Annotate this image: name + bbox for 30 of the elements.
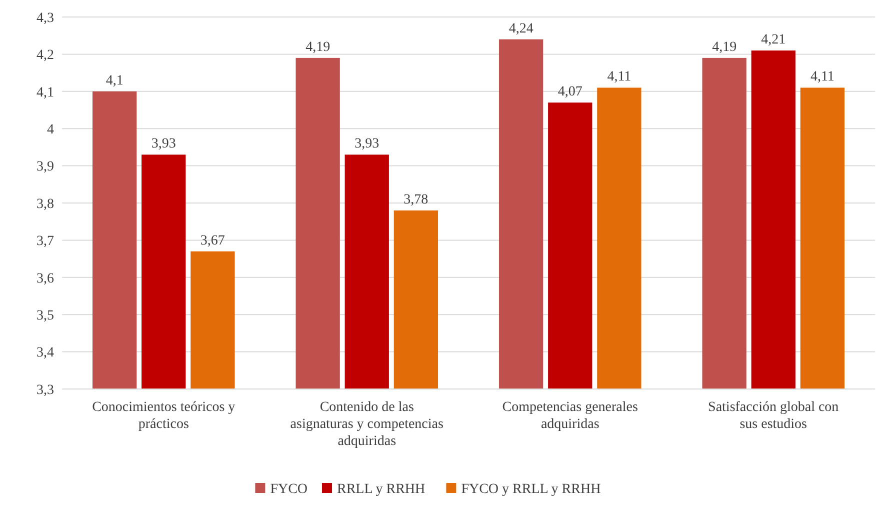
- data-label: 3,93: [151, 136, 176, 152]
- data-label: 4,11: [810, 70, 834, 85]
- y-tick-label: 3,7: [36, 234, 54, 250]
- x-tick-label: Conocimientos teóricos y prácticos: [92, 400, 236, 432]
- data-label: 4,24: [508, 21, 534, 36]
- data-label: 3,93: [354, 136, 380, 152]
- y-tick-label: 3,3: [36, 382, 54, 398]
- y-tick-label: 3,9: [36, 160, 54, 175]
- y-tick-label: 3,5: [36, 308, 54, 324]
- y-tick-label: 4: [47, 122, 54, 138]
- y-tick-label: 3,4: [36, 346, 54, 361]
- data-label: 4,07: [558, 84, 582, 100]
- x-tick-label: Contenido de las asignaturas y competencias adquiridas: [290, 400, 444, 449]
- data-label: 4,21: [761, 32, 786, 48]
- y-tick-label: 4,1: [36, 85, 54, 100]
- data-label: 4,19: [306, 40, 330, 55]
- y-tick-label: 3,6: [36, 271, 54, 286]
- data-label: 4,19: [712, 40, 737, 55]
- y-tick-label: 4,3: [36, 10, 54, 26]
- legend-label: FYCO y RRLL y RRHH: [461, 482, 601, 497]
- data-label: 3,67: [200, 233, 225, 248]
- x-tick-label: Competencias generales adquiridas: [502, 400, 638, 432]
- y-tick-label: 3,8: [36, 196, 54, 212]
- data-label: 4,1: [106, 73, 124, 88]
- data-label: 3,78: [404, 192, 428, 208]
- legend-label: RRLL y RRHH: [337, 482, 426, 497]
- legend-label: FYCO: [270, 482, 308, 497]
- x-tick-label: Satisfacción global con sus estudios: [708, 400, 839, 432]
- data-label: 4,11: [607, 70, 632, 85]
- y-tick-label: 4,2: [36, 48, 54, 64]
